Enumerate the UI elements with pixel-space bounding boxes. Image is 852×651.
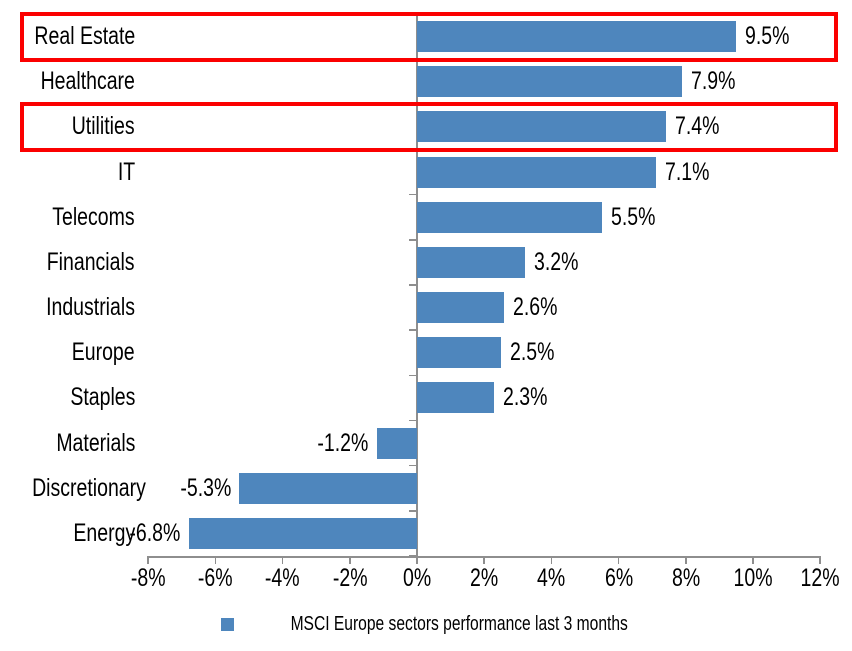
value-label: 5.5% — [610, 202, 656, 231]
category-label: Real Estate — [34, 22, 135, 50]
value-label: 7.9% — [691, 67, 736, 96]
x-tick-label: 6% — [604, 564, 633, 592]
category-tick — [409, 284, 417, 286]
category-tick — [409, 419, 417, 422]
x-tick-label: -2% — [332, 564, 368, 592]
category-label: Europe — [72, 338, 135, 367]
category-tick — [409, 329, 417, 331]
bar — [417, 201, 602, 233]
x-tick-label: -6% — [198, 564, 233, 592]
category-tick — [409, 464, 417, 467]
bar — [417, 156, 656, 188]
x-tick-label: 10% — [733, 564, 773, 592]
category-label: Healthcare — [40, 67, 135, 96]
x-tick — [147, 556, 149, 564]
category-label: Energy — [73, 518, 135, 547]
category-tick — [409, 193, 417, 196]
category-label: Financials — [47, 247, 135, 276]
x-tick — [281, 556, 284, 564]
value-label: 7.4% — [674, 112, 720, 141]
highlight-box — [20, 12, 838, 62]
x-tick — [483, 556, 485, 564]
value-label: -5.3% — [179, 473, 231, 502]
legend-marker-icon — [220, 617, 234, 631]
bar — [417, 337, 501, 369]
bar — [417, 292, 505, 324]
x-tick-label: -4% — [265, 564, 300, 592]
value-label: 2.3% — [503, 383, 548, 412]
x-tick-label: 12% — [800, 564, 840, 592]
highlight-box — [20, 102, 838, 153]
value-label: -6.8% — [129, 518, 181, 547]
category-label: Staples — [69, 383, 135, 412]
zero-axis-line — [416, 14, 418, 556]
x-tick — [819, 556, 821, 564]
bar — [417, 246, 525, 278]
x-tick-label: 4% — [537, 564, 566, 592]
legend-label: MSCI Europe sectors performance last 3 m… — [290, 612, 628, 635]
legend: MSCI Europe sectors performance last 3 m… — [22, 609, 852, 639]
bar — [417, 21, 737, 53]
category-label: Telecoms — [52, 202, 135, 231]
x-tick — [214, 556, 217, 564]
x-tick-label: 8% — [671, 564, 700, 592]
category-tick — [409, 239, 417, 241]
value-label: 9.5% — [745, 22, 790, 50]
x-tick — [550, 556, 553, 564]
bar — [417, 66, 683, 98]
bar — [188, 517, 417, 549]
bar — [417, 111, 666, 143]
legend-label-wrap: MSCI Europe sectors performance last 3 m… — [243, 613, 675, 636]
x-tick-label: -8% — [130, 564, 166, 592]
category-label: IT — [117, 157, 135, 186]
x-tick — [617, 556, 620, 564]
value-label: 7.1% — [664, 157, 709, 186]
value-label: 2.5% — [510, 338, 555, 367]
bar — [417, 382, 495, 414]
x-tick — [349, 556, 351, 564]
category-label: Utilities — [72, 112, 135, 141]
category-label: Industrials — [46, 293, 135, 321]
x-tick — [416, 556, 418, 564]
value-label: -1.2% — [317, 428, 369, 457]
category-label: Discretionary — [32, 473, 146, 502]
x-tick-label: 0% — [402, 564, 432, 592]
value-label: 2.6% — [513, 293, 558, 321]
bar — [238, 472, 417, 504]
x-tick — [685, 556, 687, 564]
value-label: 3.2% — [533, 247, 578, 276]
category-tick — [409, 374, 417, 377]
category-tick — [409, 510, 417, 512]
x-tick — [752, 556, 754, 564]
bar — [376, 427, 417, 459]
x-tick-label: 2% — [470, 564, 499, 592]
category-label: Materials — [55, 428, 135, 457]
